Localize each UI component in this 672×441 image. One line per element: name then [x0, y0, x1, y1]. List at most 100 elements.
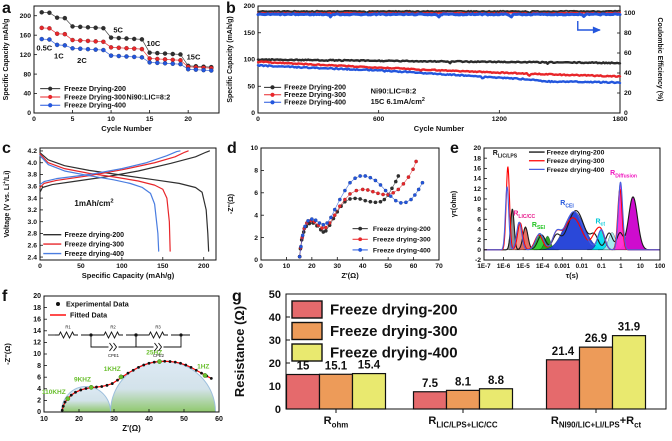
svg-text:RLIC/CC: RLIC/CC	[513, 211, 535, 220]
nyquist-chart: 0 10 20 30 40 50 60 70 0 2 4 6 8 10 Z'(Ω) -Z''(Ω) Freeze…	[228, 145, 443, 280]
svg-text:4: 4	[254, 212, 258, 219]
svg-text:16: 16	[33, 316, 41, 323]
svg-text:Freeze Drying-400: Freeze Drying-400	[284, 98, 346, 107]
svg-text:τ(s): τ(s)	[566, 271, 579, 280]
svg-text:Z'(Ω): Z'(Ω)	[122, 424, 141, 433]
voltage-profile-chart: 0 50 100 150 200 2.4 2.6 2.8 3.0 3.2 3.4 3.6 3.8 4.0 4…	[2, 147, 217, 280]
svg-text:Cycle Number: Cycle Number	[414, 124, 465, 133]
svg-text:6: 6	[37, 374, 41, 381]
svg-text:14: 14	[33, 328, 41, 335]
svg-text:40: 40	[624, 70, 632, 77]
panel-letter-c: c	[2, 140, 11, 157]
svg-text:15: 15	[297, 361, 310, 373]
svg-text:18: 18	[473, 155, 481, 162]
svg-text:20: 20	[184, 116, 192, 123]
svg-text:10C: 10C	[147, 39, 161, 48]
panel-letter-f: f	[2, 288, 8, 305]
svg-text:1HZ: 1HZ	[197, 364, 209, 371]
svg-text:25HZ: 25HZ	[146, 350, 162, 357]
svg-text:30: 30	[110, 416, 118, 423]
svg-text:1E-5: 1E-5	[516, 263, 530, 270]
svg-text:0: 0	[32, 116, 36, 123]
svg-text:Freeze Drying-400: Freeze Drying-400	[64, 101, 126, 110]
svg-text:RLIC/LPS: RLIC/LPS	[493, 150, 518, 159]
panel-c: c 0 50 100 150 200 2.4 2.6 2.8 3.0 3.2 3.4 3.6 3.8 4.…	[0, 140, 225, 288]
svg-text:8: 8	[37, 363, 41, 370]
svg-text:0.01: 0.01	[576, 263, 589, 270]
svg-text:Freeze Drying-200: Freeze Drying-200	[284, 83, 346, 92]
svg-text:20: 20	[75, 416, 83, 423]
svg-text:3.8: 3.8	[28, 172, 38, 179]
svg-text:15.4: 15.4	[358, 360, 381, 372]
svg-text:Voltage (V vs. Li+/Li): Voltage (V vs. Li+/Li)	[2, 170, 11, 237]
svg-text:Freeze drying-200: Freeze drying-200	[65, 232, 125, 239]
svg-text:1KHZ: 1KHZ	[104, 366, 121, 373]
svg-text:Ni90:LIC=8:2: Ni90:LIC=8:2	[371, 87, 417, 96]
svg-text:31.9: 31.9	[618, 322, 640, 334]
svg-text:1E-7: 1E-7	[477, 263, 491, 270]
svg-text:Ni90:LIC=8:2: Ni90:LIC=8:2	[127, 92, 171, 101]
svg-text:110KHZ: 110KHZ	[42, 389, 66, 396]
svg-text:R2: R2	[110, 325, 116, 330]
svg-text:Fitted Data: Fitted Data	[70, 311, 108, 320]
svg-text:100: 100	[116, 263, 128, 270]
svg-text:20: 20	[269, 358, 281, 370]
svg-text:200: 200	[244, 3, 256, 10]
svg-text:60: 60	[410, 263, 418, 270]
svg-text:1E-4: 1E-4	[536, 263, 550, 270]
svg-text:0: 0	[259, 263, 263, 270]
svg-text:100: 100	[624, 10, 636, 17]
svg-text:Freeze Drying-300: Freeze Drying-300	[284, 90, 346, 99]
panel-d-chart: 0 10 20 30 40 50 60 70 0 2 4 6 8 10 Z'(Ω) -Z''(Ω) Freeze…	[225, 140, 448, 288]
svg-text:Experimental Data: Experimental Data	[66, 300, 130, 309]
svg-text:20: 20	[308, 263, 316, 270]
svg-text:0: 0	[27, 110, 31, 117]
panel-letter-e: e	[450, 140, 459, 157]
svg-text:RDiffusion: RDiffusion	[610, 170, 637, 179]
svg-text:10: 10	[250, 145, 258, 152]
svg-text:-Z''(Ω): -Z''(Ω)	[3, 343, 12, 365]
svg-text:-2: -2	[475, 257, 481, 264]
svg-text:18: 18	[33, 305, 41, 312]
svg-text:200: 200	[198, 263, 210, 270]
svg-text:Resistance (Ω): Resistance (Ω)	[232, 306, 247, 397]
svg-text:Freeze drying-400: Freeze drying-400	[373, 247, 431, 254]
svg-text:10: 10	[40, 416, 48, 423]
svg-text:50: 50	[384, 263, 392, 270]
svg-text:10: 10	[269, 381, 281, 393]
long-cycling-chart: 0 600 1200 1800050100150200020406080100Cycl…	[227, 3, 663, 133]
panel-c-chart: 0 50 100 150 200 2.4 2.6 2.8 3.0 3.2 3.4 3.6 3.8 4.0 4…	[0, 140, 225, 288]
svg-text:150: 150	[157, 263, 169, 270]
svg-text:12: 12	[33, 340, 41, 347]
svg-text:30: 30	[269, 335, 281, 347]
svg-text:1200: 1200	[492, 116, 507, 123]
svg-text:15C 6.1mA/cm2: 15C 6.1mA/cm2	[371, 97, 425, 106]
svg-text:160: 160	[20, 32, 32, 39]
svg-text:2.8: 2.8	[28, 231, 38, 238]
svg-text:5C: 5C	[113, 25, 123, 34]
svg-text:50: 50	[180, 416, 188, 423]
svg-text:0: 0	[251, 110, 255, 117]
svg-text:1800: 1800	[612, 116, 627, 123]
svg-text:Freeze drying-300: Freeze drying-300	[547, 158, 605, 165]
svg-text:150: 150	[244, 30, 256, 37]
svg-text:2: 2	[477, 237, 481, 244]
svg-text:Specific Capacity (mAh/g): Specific Capacity (mAh/g)	[82, 271, 175, 280]
svg-text:Cycle Number: Cycle Number	[101, 124, 152, 133]
svg-text:RSEI: RSEI	[532, 222, 546, 231]
svg-text:60: 60	[624, 50, 632, 57]
svg-text:8.8: 8.8	[488, 375, 505, 387]
svg-text:8.1: 8.1	[455, 376, 472, 388]
svg-text:20: 20	[473, 145, 481, 152]
panel-a: a 0 5 10 15 20 0 40 80 120 160 200 Cycle Number Spec…	[0, 0, 224, 140]
svg-text:Rohm: Rohm	[324, 415, 349, 430]
svg-text:10: 10	[107, 116, 115, 123]
svg-text:100: 100	[655, 263, 666, 270]
svg-text:2: 2	[37, 398, 41, 405]
svg-text:5: 5	[71, 116, 75, 123]
svg-text:6: 6	[254, 190, 258, 197]
svg-text:20: 20	[624, 90, 632, 97]
svg-text:0.001: 0.001	[554, 263, 570, 270]
svg-text:CPE2: CPE2	[153, 353, 165, 358]
